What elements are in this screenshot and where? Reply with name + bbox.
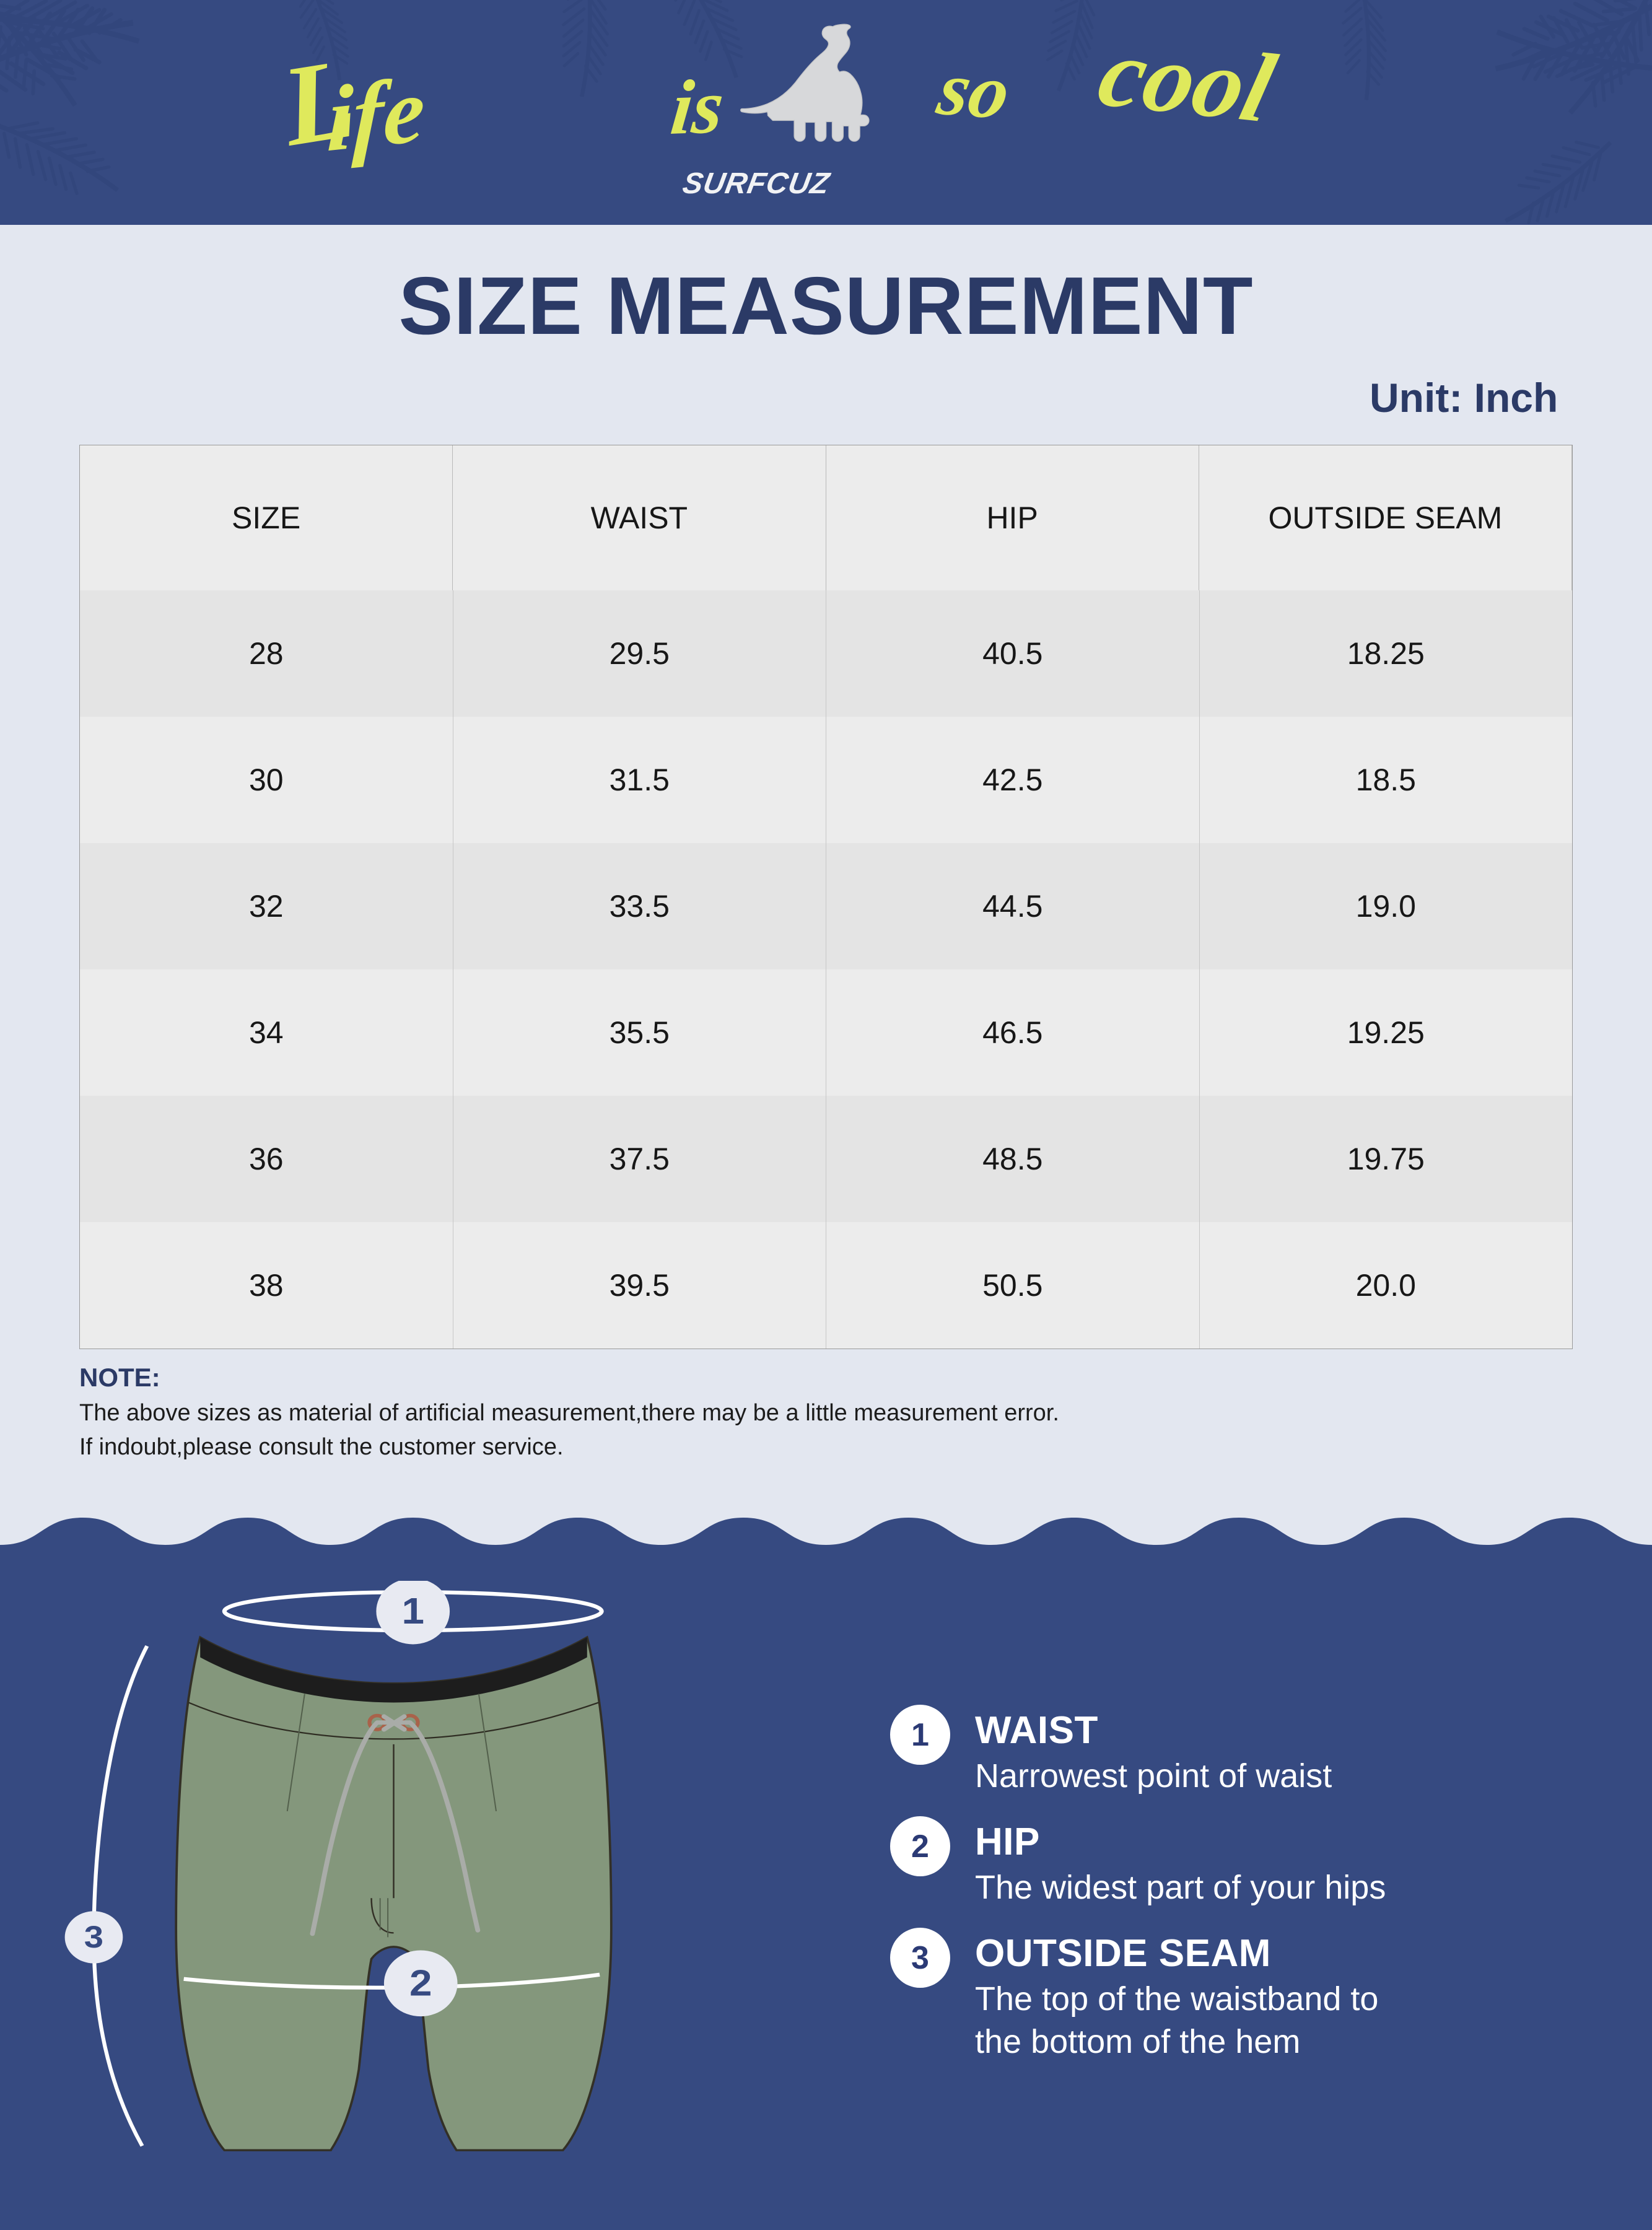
svg-text:2: 2 — [409, 1963, 432, 2003]
svg-text:so: so — [930, 46, 1018, 135]
svg-text:is: is — [667, 63, 728, 151]
svg-text:1: 1 — [401, 1591, 424, 1632]
svg-text:3: 3 — [84, 1920, 103, 1955]
svg-text:SURFCUZ: SURFCUZ — [680, 167, 833, 200]
svg-text:ife: ife — [325, 57, 426, 171]
svg-text:cool: cool — [1089, 17, 1286, 142]
